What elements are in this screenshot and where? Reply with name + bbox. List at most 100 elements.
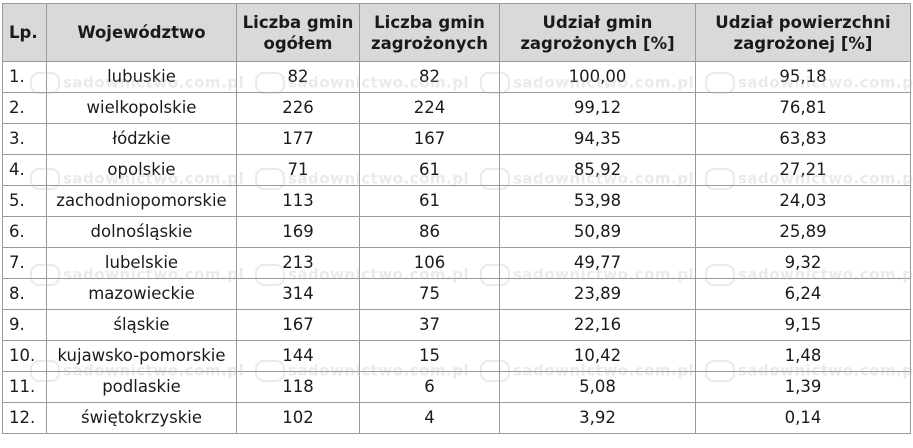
table-row: 2. wielkopolskie 226 224 99,12 76,81 — [2, 92, 911, 124]
table-row: 9. śląskie 167 37 22,16 9,15 — [2, 309, 911, 341]
cell-share-gmin: 22,16 — [499, 309, 696, 341]
cell-voivodeship: łódzkie — [46, 123, 237, 155]
cell-lp: 5. — [2, 185, 47, 217]
header-share-area: Udział powierzchni zagrożonej [%] — [695, 3, 911, 62]
cell-voivodeship: lubelskie — [46, 247, 237, 279]
cell-threatened: 6 — [359, 371, 500, 403]
cell-total: 226 — [236, 92, 360, 124]
cell-share-area: 0,14 — [695, 402, 911, 434]
header-share-gminas: Udział gmin zagrożonych [%] — [499, 3, 696, 62]
header-total-gminas: Liczba gmin ogółem — [236, 3, 360, 62]
table-row: 11. podlaskie 118 6 5,08 1,39 — [2, 371, 911, 403]
table-row: 1. lubuskie 82 82 100,00 95,18 — [2, 61, 911, 93]
cell-share-area: 76,81 — [695, 92, 911, 124]
cell-voivodeship: kujawsko-pomorskie — [46, 340, 237, 372]
cell-total: 213 — [236, 247, 360, 279]
table-body: 1. lubuskie 82 82 100,00 95,18 2. wielko… — [2, 61, 911, 434]
cell-share-area: 9,15 — [695, 309, 911, 341]
cell-voivodeship: podlaskie — [46, 371, 237, 403]
header-share-area-line2: zagrożonej [%] — [733, 33, 873, 53]
cell-share-gmin: 53,98 — [499, 185, 696, 217]
table-row: 12. świętokrzyskie 102 4 3,92 0,14 — [2, 402, 911, 434]
header-share-area-line1: Udział powierzchni — [715, 12, 891, 32]
header-threatened-line1: Liczba gmin — [374, 12, 485, 32]
cell-total: 118 — [236, 371, 360, 403]
header-row: Lp. Województwo Liczba gmin ogółem Liczb… — [2, 3, 911, 62]
cell-voivodeship: opolskie — [46, 154, 237, 186]
header-total-line2: ogółem — [263, 33, 333, 53]
cell-share-gmin: 23,89 — [499, 278, 696, 310]
cell-lp: 6. — [2, 216, 47, 248]
cell-total: 71 — [236, 154, 360, 186]
cell-voivodeship: śląskie — [46, 309, 237, 341]
cell-lp: 9. — [2, 309, 47, 341]
cell-total: 82 — [236, 61, 360, 93]
table-row: 8. mazowieckie 314 75 23,89 6,24 — [2, 278, 911, 310]
cell-total: 144 — [236, 340, 360, 372]
header-share-gmin-line1: Udział gmin — [542, 12, 653, 32]
cell-share-gmin: 5,08 — [499, 371, 696, 403]
cell-threatened: 15 — [359, 340, 500, 372]
cell-total: 314 — [236, 278, 360, 310]
cell-voivodeship: świętokrzyskie — [46, 402, 237, 434]
cell-threatened: 106 — [359, 247, 500, 279]
cell-share-gmin: 94,35 — [499, 123, 696, 155]
cell-total: 177 — [236, 123, 360, 155]
cell-total: 167 — [236, 309, 360, 341]
cell-total: 169 — [236, 216, 360, 248]
cell-lp: 3. — [2, 123, 47, 155]
cell-threatened: 167 — [359, 123, 500, 155]
cell-voivodeship: wielkopolskie — [46, 92, 237, 124]
cell-lp: 10. — [2, 340, 47, 372]
cell-share-gmin: 10,42 — [499, 340, 696, 372]
cell-voivodeship: mazowieckie — [46, 278, 237, 310]
cell-voivodeship: dolnośląskie — [46, 216, 237, 248]
table-row: 10. kujawsko-pomorskie 144 15 10,42 1,48 — [2, 340, 911, 372]
header-voivodeship: Województwo — [46, 3, 237, 62]
cell-share-gmin: 99,12 — [499, 92, 696, 124]
cell-threatened: 4 — [359, 402, 500, 434]
cell-share-area: 27,21 — [695, 154, 911, 186]
cell-share-gmin: 100,00 — [499, 61, 696, 93]
table-row: 6. dolnośląskie 169 86 50,89 25,89 — [2, 216, 911, 248]
header-threatened-gminas: Liczba gmin zagrożonych — [359, 3, 500, 62]
table-row: 7. lubelskie 213 106 49,77 9,32 — [2, 247, 911, 279]
cell-share-area: 1,39 — [695, 371, 911, 403]
cell-share-area: 95,18 — [695, 61, 911, 93]
cell-share-area: 24,03 — [695, 185, 911, 217]
cell-share-area: 6,24 — [695, 278, 911, 310]
table-header: Lp. Województwo Liczba gmin ogółem Liczb… — [2, 3, 911, 62]
cell-threatened: 75 — [359, 278, 500, 310]
cell-share-gmin: 85,92 — [499, 154, 696, 186]
cell-threatened: 82 — [359, 61, 500, 93]
cell-threatened: 224 — [359, 92, 500, 124]
cell-threatened: 37 — [359, 309, 500, 341]
voivodeship-table: Lp. Województwo Liczba gmin ogółem Liczb… — [2, 3, 911, 434]
cell-share-area: 63,83 — [695, 123, 911, 155]
cell-total: 102 — [236, 402, 360, 434]
cell-threatened: 61 — [359, 154, 500, 186]
header-share-gmin-line2: zagrożonych [%] — [520, 33, 675, 53]
cell-threatened: 61 — [359, 185, 500, 217]
cell-lp: 2. — [2, 92, 47, 124]
cell-share-gmin: 49,77 — [499, 247, 696, 279]
cell-lp: 1. — [2, 61, 47, 93]
cell-lp: 7. — [2, 247, 47, 279]
cell-share-area: 9,32 — [695, 247, 911, 279]
cell-lp: 8. — [2, 278, 47, 310]
cell-share-area: 1,48 — [695, 340, 911, 372]
cell-share-gmin: 3,92 — [499, 402, 696, 434]
table-row: 3. łódzkie 177 167 94,35 63,83 — [2, 123, 911, 155]
cell-lp: 4. — [2, 154, 47, 186]
cell-voivodeship: lubuskie — [46, 61, 237, 93]
cell-lp: 12. — [2, 402, 47, 434]
cell-share-gmin: 50,89 — [499, 216, 696, 248]
cell-total: 113 — [236, 185, 360, 217]
cell-share-area: 25,89 — [695, 216, 911, 248]
cell-threatened: 86 — [359, 216, 500, 248]
header-total-line1: Liczba gmin — [242, 12, 354, 32]
cell-voivodeship: zachodniopomorskie — [46, 185, 237, 217]
table-row: 4. opolskie 71 61 85,92 27,21 — [2, 154, 911, 186]
header-threatened-line2: zagrożonych — [371, 33, 488, 53]
